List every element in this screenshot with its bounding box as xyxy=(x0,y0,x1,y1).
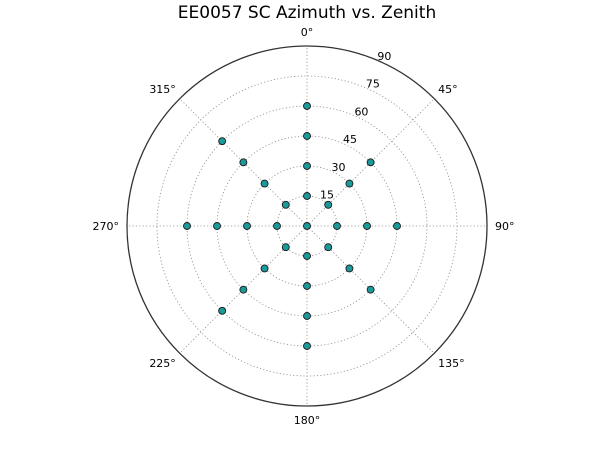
data-point xyxy=(303,132,311,140)
chart-title: EE0057 SC Azimuth vs. Zenith xyxy=(178,3,436,23)
angular-tick-label: 135° xyxy=(438,357,465,370)
data-point xyxy=(303,192,311,200)
data-point xyxy=(239,285,248,294)
angular-tick-label: 90° xyxy=(495,220,515,233)
radial-tick-label: 60 xyxy=(354,105,368,118)
angular-gridline xyxy=(179,98,308,227)
data-point xyxy=(363,222,371,230)
tick-label-layer: 0° 45° 90° 135° 180° 225° 270° 315° 15 30 45 60 75 90 xyxy=(93,26,515,427)
data-point xyxy=(303,342,311,350)
plot-area: 0° 45° 90° 135° 180° 225° 270° 315° 15 30 45 60 75 90 xyxy=(93,26,515,427)
angular-tick-label: 270° xyxy=(93,220,120,233)
data-point xyxy=(273,222,281,230)
radial-tick-label: 75 xyxy=(366,78,380,91)
angular-tick-label: 225° xyxy=(149,357,176,370)
data-point xyxy=(303,252,311,260)
angular-gridline xyxy=(306,225,435,354)
data-point xyxy=(393,222,401,230)
angular-tick-label: 315° xyxy=(149,83,176,96)
radial-tick-label: 45 xyxy=(343,133,357,146)
data-point-layer xyxy=(183,102,401,350)
data-point xyxy=(243,222,251,230)
data-point xyxy=(324,243,333,252)
data-point xyxy=(303,282,311,290)
data-point xyxy=(303,222,311,230)
data-point xyxy=(366,158,375,167)
data-point xyxy=(183,222,191,230)
data-point xyxy=(303,162,311,170)
data-point xyxy=(324,200,333,209)
data-point xyxy=(213,222,221,230)
data-point xyxy=(260,264,269,273)
data-point xyxy=(281,243,290,252)
data-point xyxy=(303,312,311,320)
angular-tick-label: 0° xyxy=(301,26,314,39)
angular-tick-label: 45° xyxy=(438,83,458,96)
radial-tick-label: 30 xyxy=(331,161,345,174)
radial-tick-label: 15 xyxy=(320,189,334,202)
data-point xyxy=(218,306,227,315)
data-point xyxy=(345,264,354,273)
data-point xyxy=(260,179,269,188)
data-point xyxy=(345,179,354,188)
data-point xyxy=(333,222,341,230)
angular-gridline xyxy=(306,98,435,227)
data-point xyxy=(303,102,311,110)
data-point xyxy=(218,137,227,146)
angular-tick-label: 180° xyxy=(294,414,321,427)
radial-tick-label: 90 xyxy=(377,50,391,63)
data-point xyxy=(239,158,248,167)
angular-gridline xyxy=(179,225,308,354)
data-point xyxy=(281,200,290,209)
data-point xyxy=(366,285,375,294)
